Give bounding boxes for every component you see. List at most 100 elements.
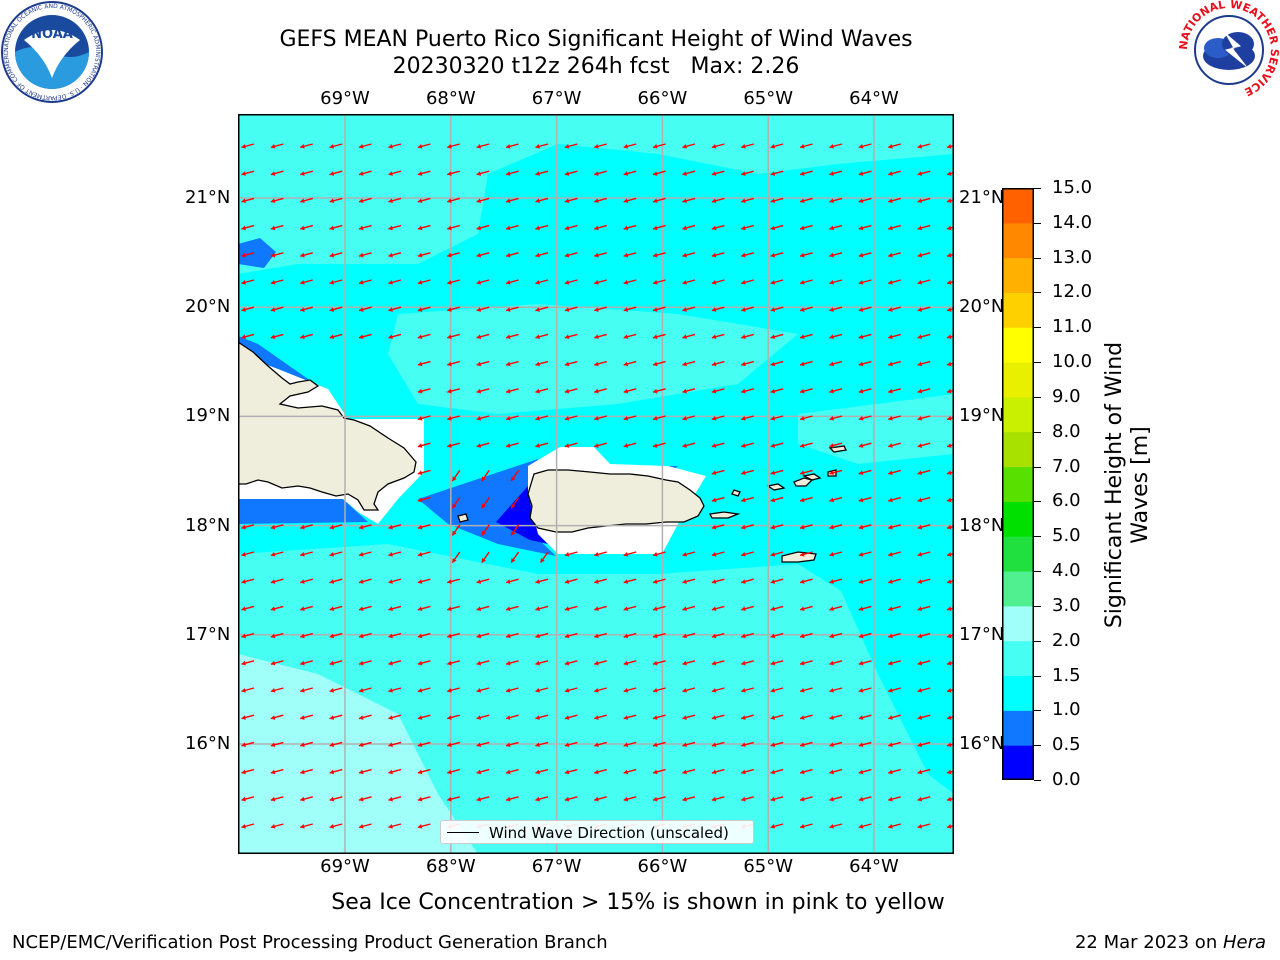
wind-wave-arrowhead (535, 307, 540, 312)
colorbar-bin (1002, 501, 1034, 537)
wind-wave-arrowhead (858, 361, 864, 367)
wind-wave-arrowhead (388, 524, 393, 530)
wind-wave-arrowhead (858, 769, 864, 775)
wind-wave-arrowhead (800, 334, 805, 340)
wind-wave-arrowhead (947, 307, 952, 312)
noaa-logo: NOAA NATIONAL OCEANIC AND ATMOSPHERIC AD… (0, 0, 104, 104)
colorbar-tick-mark (1034, 222, 1041, 224)
wind-wave-arrowhead (858, 144, 864, 149)
wind-wave-arrowhead (535, 715, 540, 720)
colorbar-tick-label: 8.0 (1052, 420, 1081, 442)
wind-wave-arrowhead (917, 307, 923, 312)
wind-wave-arrowhead (594, 552, 599, 557)
wind-wave-arrowhead (947, 470, 952, 476)
wind-wave-arrowhead (241, 579, 246, 584)
wind-wave-arrowhead (476, 796, 482, 802)
wind-wave-arrowhead (829, 198, 834, 204)
wind-wave-arrowhead (770, 660, 776, 666)
legend-line-sample (447, 832, 479, 833)
wind-wave-arrowhead (241, 334, 246, 340)
wind-wave-arrowhead (829, 824, 834, 829)
wind-wave-arrowhead (653, 171, 658, 176)
wind-wave-arrowhead (452, 503, 457, 509)
wind-wave-arrowhead (359, 715, 364, 720)
wind-wave-arrowhead (770, 225, 776, 231)
wind-wave-arrowhead (329, 579, 335, 584)
wind-wave-arrowhead (800, 660, 805, 666)
colorbar-tick-label: 15.0 (1052, 177, 1093, 198)
wind-wave-arrowhead (741, 416, 746, 421)
wind-wave-arrowhead (888, 688, 893, 693)
wind-wave-arrowhead (741, 606, 746, 612)
wind-wave-arrowhead (770, 388, 776, 394)
wind-wave-arrowhead (476, 579, 482, 584)
colorbar-tick-mark (1034, 745, 1041, 747)
wind-wave-arrowhead (800, 633, 805, 639)
wind-wave-arrowhead (711, 742, 717, 748)
wind-wave-arrowhead (653, 252, 658, 258)
wind-wave-arrowhead (682, 307, 687, 312)
wind-wave-arrowhead (682, 742, 687, 748)
wind-wave-arrowhead (476, 361, 482, 367)
wind-wave-arrowhead (535, 334, 540, 340)
wind-wave-arrowhead (388, 742, 393, 748)
wind-wave-arrowhead (917, 497, 923, 503)
wind-wave-arrowhead (447, 280, 452, 285)
wind-wave-arrowhead (917, 280, 923, 285)
wind-wave-arrowhead (564, 606, 570, 612)
wind-wave-arrowhead (770, 470, 776, 476)
wind-wave-arrowhead (711, 361, 717, 367)
wind-wave-arrowhead (564, 796, 570, 802)
colorbar-tick-label: 0.0 (1052, 769, 1081, 790)
colorbar-tick-label: 0.5 (1052, 734, 1081, 756)
wind-wave-arrowhead (241, 524, 246, 530)
wind-wave-arrowhead (564, 307, 570, 312)
colorbar-bin (1002, 327, 1034, 363)
wind-wave-arrowhead (888, 334, 893, 340)
colorbar-tick-mark (1034, 605, 1041, 607)
lat-label-right: 20°N (959, 296, 1005, 318)
wind-wave-arrowhead (829, 171, 834, 176)
wind-wave-arrowhead (917, 633, 923, 639)
wind-wave-arrowhead (447, 307, 452, 312)
colorbar-tick-mark (1034, 292, 1041, 294)
wind-wave-arrowhead (947, 524, 952, 530)
wind-wave-arrowhead (917, 742, 923, 748)
wind-wave-arrowhead (858, 225, 864, 231)
wind-wave-arrowhead (329, 225, 335, 231)
colorbar-bin (1002, 745, 1034, 781)
wind-wave-arrowhead (388, 307, 393, 312)
colorbar-tick-mark (1034, 396, 1041, 398)
wind-wave-arrowhead (388, 824, 393, 829)
wind-wave-arrowhead (594, 252, 599, 258)
wind-wave-arrowhead (858, 416, 864, 421)
wind-wave-arrowhead (506, 252, 511, 258)
wind-wave-arrowhead (388, 334, 393, 340)
wind-wave-arrowhead (359, 552, 364, 557)
wind-wave-arrowhead (594, 443, 599, 448)
colorbar-tick-mark (1034, 501, 1041, 503)
wind-wave-arrowhead (417, 579, 423, 584)
wind-wave-arrowhead (800, 796, 805, 802)
wind-wave-arrowhead (594, 742, 599, 748)
wind-wave-arrowhead (888, 144, 893, 149)
wind-wave-arrowhead (800, 416, 805, 421)
wind-wave-arrowhead (564, 633, 570, 639)
wind-wave-arrowhead (917, 660, 923, 666)
wind-wave-arrowhead (623, 688, 629, 693)
colorbar-bin (1002, 431, 1034, 468)
wind-wave-arrowhead (270, 552, 276, 557)
wind-wave-arrowhead (770, 198, 776, 204)
wind-wave-arrowhead (270, 524, 276, 530)
wind-wave-arrowhead (829, 606, 834, 612)
wind-wave-arrowhead (917, 171, 923, 176)
wind-wave-arrowhead (800, 225, 805, 231)
wind-wave-arrowhead (858, 660, 864, 666)
wind-wave-arrowhead (888, 796, 893, 802)
tortola (802, 473, 822, 481)
wind-wave-arrowhead (417, 171, 423, 176)
wind-wave-arrowhead (711, 688, 717, 693)
map-panel (238, 114, 954, 854)
wind-wave-arrowhead (417, 198, 423, 204)
wind-wave-arrowhead (888, 443, 893, 448)
